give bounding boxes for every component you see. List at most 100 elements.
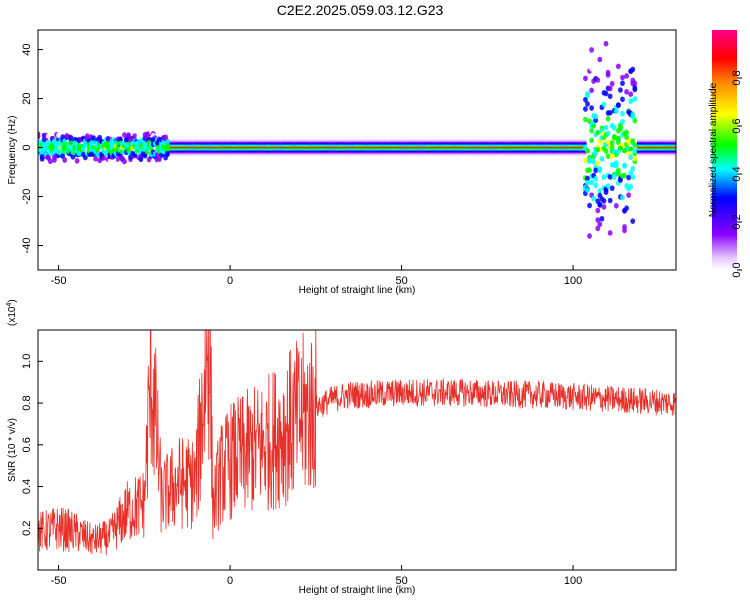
spectrogram-cell [365,147,369,149]
spectrogram-cell [585,148,591,154]
spectrogram-cell [620,110,625,117]
spectrogram-cell [322,147,326,149]
spectrogram-cell [618,217,623,223]
spectrogram-cell [626,241,632,248]
spectrogram-cell [241,147,245,149]
spectrogram-cell [585,179,590,186]
spectrogram-cell [480,147,484,149]
spectrogram-cell [182,147,186,149]
spectrogram-cell [332,147,336,149]
spectrogram-cell [210,147,215,149]
spectrogram-cell [105,141,111,147]
spectrogram-cell [603,220,609,227]
spectrogram-cell [643,147,647,149]
spectrogram-cell [601,174,607,181]
spectrogram-cell [585,187,590,193]
spectrogram-cell [536,147,540,149]
spectrogram-cell [138,156,144,163]
spectrogram-cell [287,147,291,149]
spectrogram-cell [513,147,517,149]
spectrogram-cell [552,147,556,149]
spectrogram-cell [628,154,634,161]
spectrogram-y-tick-label: 40 [21,43,33,55]
spectrogram-cell [659,147,663,149]
spectrogram-cell [221,147,225,149]
spectrogram-cell [630,174,636,180]
spectrogram-cell [461,147,466,149]
spectrogram-cell [618,126,623,132]
spectrogram-cell [457,147,462,149]
spectrogram-cell [443,147,447,149]
spectrogram-cell [387,147,392,149]
spectrogram-cell [548,147,552,149]
spectrogram-cell [437,147,441,149]
spectrogram-cell [344,147,348,149]
spectrogram-cell [68,134,74,141]
spectrogram-cell [293,147,297,149]
spectrogram-cell [626,174,632,181]
spectrogram-cell [173,147,178,149]
spectrogram-cell [429,147,433,149]
spectrogram-cell [414,147,418,149]
spectrogram-cell [330,147,334,149]
spectrogram-cell [408,147,412,149]
spectrogram-cell [122,158,127,165]
spectrogram-cell [527,147,532,149]
spectrogram-cell [615,63,621,70]
spectrogram-cell [400,147,404,149]
snr-y-tick-label: 0.4 [21,479,33,494]
spectrogram-cell [274,147,278,149]
spectrogram-cell [82,154,88,161]
spectrogram-cell [651,147,655,149]
spectrogram-cell [556,147,560,149]
spectrogram-cell [615,167,621,174]
spectrogram-cell [299,147,303,149]
spectrogram-cell [264,147,268,149]
spectrogram-cell [126,132,131,138]
spectrogram-cell [632,260,638,266]
spectrogram-cell [595,217,601,223]
spectrogram-cell [204,147,208,149]
spectrogram-cell [305,147,309,149]
spectrogram-cell [591,56,597,63]
spectrogram-cell [577,147,581,149]
spectrogram-cell [278,147,282,149]
spectrogram-cell [583,157,588,164]
spectrogram-cell [531,147,536,149]
spectrogram-y-tick-label: -20 [21,189,33,205]
spectrogram-cell [605,115,611,122]
spectrogram-cell [175,147,180,149]
spectrogram-cell [597,167,603,174]
spectrogram-cell [348,147,352,149]
spectrogram-cell [223,147,227,149]
spectrogram-cell [45,154,51,160]
snr-y-axis-label: SNR (10 * v/v) [7,418,18,482]
spectrogram-cell [669,147,674,149]
spectrogram-cell [476,147,480,149]
spectrogram-cell [122,132,127,138]
spectrogram-cell [613,233,619,239]
spectrogram-cell [262,147,266,149]
spectrogram-cell [150,158,156,164]
spectrogram-cell [583,116,588,123]
spectrogram-cell [144,160,150,167]
spectrogram-cell [39,153,45,160]
spectrogram-cell [655,147,659,149]
spectrogram-cell [607,174,613,180]
spectrogram-cell [612,19,617,25]
snr-x-tick-label: 100 [564,575,582,587]
spectrogram-cell [369,147,373,149]
spectrogram-cell [605,130,611,137]
spectrogram-panel: -50 0 50 100 -40 -20 0 20 40 Height of straight… [7,19,677,296]
spectrogram-cell [455,147,459,149]
spectrogram-cell [620,96,625,103]
spectrogram-cell [93,129,99,136]
spectrogram-cell [225,147,229,149]
spectrogram-cell [95,151,101,158]
spectrogram-cell [357,147,361,149]
colorbar-ticks: 0.0 0.2 0.4 0.6 0.8 [731,70,743,277]
spectrogram-cell [190,147,194,149]
spectrogram-cell [276,147,280,149]
snr-frame [37,329,677,571]
